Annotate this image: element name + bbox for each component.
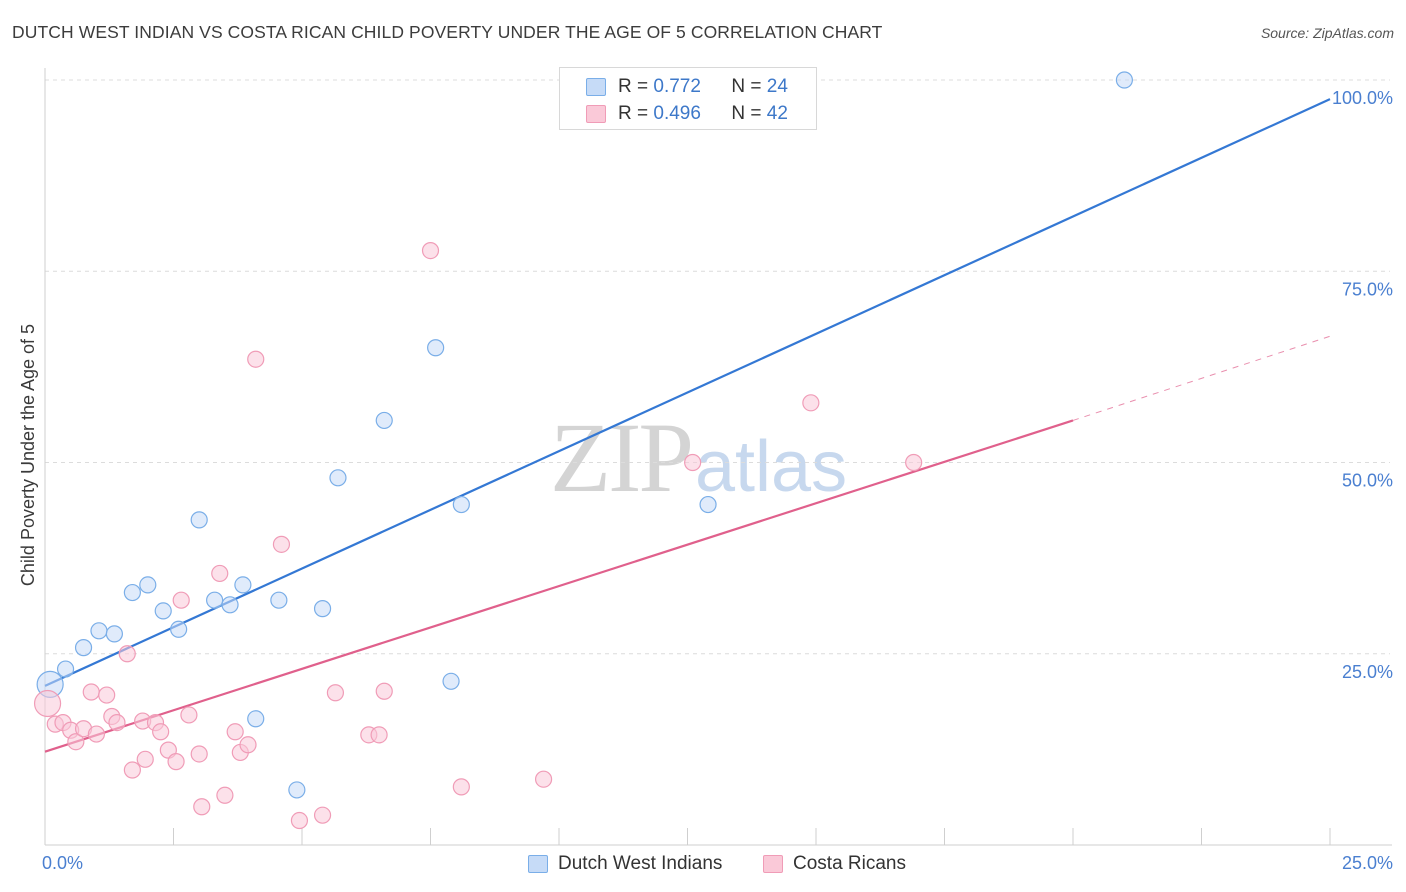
- bottom-legend-costa-ricans: Costa Ricans: [763, 852, 906, 876]
- axes: [44, 68, 1392, 846]
- legend-n-label: N =: [731, 103, 762, 124]
- y-tick-label-25: 25.0%: [1342, 662, 1393, 682]
- point-dutch-west-indians-4: [105, 625, 123, 643]
- point-costa-ricans-4: [67, 733, 85, 751]
- point-costa-ricans-14: [136, 750, 154, 768]
- point-costa-ricans-32: [326, 684, 345, 702]
- legend-r-label: R =: [618, 76, 649, 97]
- gridlines: [45, 79, 1390, 655]
- point-costa-ricans-28: [247, 350, 265, 368]
- trend-lines: [44, 98, 1331, 753]
- legend-n-value-costa-ricans: 42: [766, 103, 788, 124]
- point-costa-ricans-29: [272, 535, 291, 553]
- point-dutch-west-indians-11: [221, 596, 239, 614]
- legend-swatch-dutch-west-indians: [586, 78, 606, 96]
- point-dutch-west-indians-9: [190, 511, 208, 529]
- trend-line-dashed-1: [1072, 335, 1331, 421]
- point-dutch-west-indians-23: [1115, 71, 1134, 89]
- legend-r-label: R =: [618, 103, 649, 124]
- legend-n-value-dutch-west-indians: 24: [766, 76, 788, 97]
- point-dutch-west-indians-17: [329, 469, 347, 487]
- y-tick-label-100: 100.0%: [1332, 88, 1393, 108]
- y-tick-label-50: 50.0%: [1342, 471, 1393, 491]
- trend-line-0: [44, 98, 1331, 687]
- point-costa-ricans-10: [108, 713, 126, 732]
- point-dutch-west-indians-6: [139, 576, 157, 594]
- legend-n-label: N =: [731, 76, 762, 97]
- bottom-legend-swatch-dutch-west-indians: [528, 855, 548, 873]
- point-costa-ricans-21: [190, 745, 208, 763]
- point-costa-ricans-6: [82, 683, 100, 701]
- point-costa-ricans-41: [905, 453, 923, 472]
- point-dutch-west-indians-2: [74, 639, 93, 657]
- legend-row-dutch-west-indians: R = 0.772 N = 24: [586, 75, 788, 99]
- watermark-atlas: atlas: [695, 427, 848, 507]
- point-costa-ricans-36: [421, 241, 440, 260]
- point-costa-ricans-12: [123, 761, 141, 779]
- y-tick-label-75: 75.0%: [1342, 279, 1393, 299]
- bottom-legend-swatch-costa-ricans: [763, 855, 783, 873]
- point-dutch-west-indians-7: [154, 602, 172, 620]
- point-dutch-west-indians-13: [247, 710, 265, 728]
- chart-source: Source: ZipAtlas.com: [1260, 25, 1394, 41]
- point-costa-ricans-40: [802, 394, 820, 412]
- point-costa-ricans-37: [452, 778, 470, 796]
- point-costa-ricans-23: [211, 564, 229, 583]
- x-tick-label-0: 0.0%: [42, 853, 83, 873]
- watermark: ZIPatlas: [550, 400, 847, 515]
- point-costa-ricans-20: [180, 706, 198, 724]
- x-tick-label-1: 25.0%: [1342, 853, 1393, 873]
- bottom-legend-label-costa-ricans: Costa Ricans: [793, 853, 906, 874]
- point-dutch-west-indians-14: [270, 591, 288, 609]
- point-costa-ricans-22: [193, 798, 211, 816]
- data-points: [33, 71, 1134, 830]
- point-dutch-west-indians-10: [206, 591, 224, 609]
- point-dutch-west-indians-18: [375, 411, 393, 430]
- bottom-legend-dutch-west-indians: Dutch West Indians: [528, 852, 722, 876]
- point-costa-ricans-16: [152, 723, 170, 741]
- point-dutch-west-indians-20: [442, 672, 460, 690]
- point-costa-ricans-11: [118, 645, 136, 663]
- point-costa-ricans-25: [226, 723, 244, 741]
- point-costa-ricans-24: [216, 786, 234, 804]
- point-dutch-west-indians-22: [699, 495, 717, 514]
- chart-title: DUTCH WEST INDIAN VS COSTA RICAN CHILD P…: [12, 22, 883, 42]
- point-costa-ricans-38: [534, 770, 553, 788]
- point-dutch-west-indians-1: [56, 660, 75, 678]
- point-costa-ricans-8: [98, 686, 116, 704]
- point-costa-ricans-35: [375, 682, 393, 700]
- point-costa-ricans-27: [239, 736, 257, 754]
- point-costa-ricans-31: [313, 806, 332, 824]
- bottom-legend-label-dutch-west-indians: Dutch West Indians: [558, 853, 723, 874]
- point-costa-ricans-39: [684, 453, 702, 472]
- point-costa-ricans-0: [33, 689, 62, 718]
- legend-r-value-dutch-west-indians: 0.772: [653, 76, 701, 97]
- trend-line-1: [44, 419, 1074, 753]
- legend-box: R = 0.772 N = 24 R = 0.496 N = 42: [559, 67, 817, 130]
- point-costa-ricans-7: [87, 725, 106, 743]
- axis-labels: 25.0% 50.0% 75.0% 100.0% 0.0% 25.0% Child Pove…: [18, 88, 1393, 873]
- point-dutch-west-indians-5: [123, 583, 141, 602]
- legend-r-value-costa-ricans: 0.496: [653, 103, 701, 124]
- legend-row-costa-ricans: R = 0.496 N = 42: [586, 102, 788, 126]
- point-dutch-west-indians-8: [170, 620, 188, 638]
- point-dutch-west-indians-21: [452, 495, 470, 514]
- legend-swatch-costa-ricans: [586, 105, 606, 123]
- point-dutch-west-indians-16: [313, 600, 332, 618]
- point-dutch-west-indians-3: [90, 622, 108, 640]
- point-costa-ricans-19: [172, 591, 190, 609]
- watermark-zip: ZIP: [550, 402, 694, 513]
- point-dutch-west-indians-12: [234, 576, 252, 594]
- point-costa-ricans-34: [370, 726, 388, 744]
- y-axis-title: Child Poverty Under the Age of 5: [18, 324, 38, 586]
- point-costa-ricans-18: [167, 753, 185, 771]
- point-dutch-west-indians-15: [288, 781, 306, 799]
- point-dutch-west-indians-19: [427, 339, 445, 357]
- point-costa-ricans-30: [290, 811, 309, 830]
